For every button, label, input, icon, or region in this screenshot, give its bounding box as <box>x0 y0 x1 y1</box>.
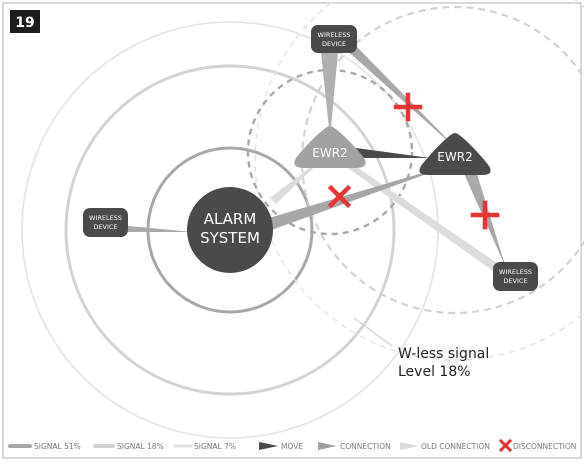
annotation-line2: Level 18% <box>398 364 471 380</box>
wireless-device-left <box>83 208 128 237</box>
device-right-label-line2: DEVICE <box>503 277 527 285</box>
ewr2-new-label: EWR2 <box>437 150 472 164</box>
legend-disconnection-swatch <box>498 438 513 453</box>
disconnection-mark-right <box>470 200 500 230</box>
old-connection-ewr2-to-device-right <box>325 152 510 280</box>
ewr2-new-signal-7-circle <box>254 0 584 361</box>
legend-connection-swatch <box>318 442 337 450</box>
legend-signal-18-label: SIGNAL 18% <box>117 442 164 451</box>
disconnection-mark-center <box>327 184 352 209</box>
alarm-system-label-line1: ALARM <box>204 210 257 228</box>
legend-old-connection-swatch <box>400 442 419 450</box>
device-top-label-line1: WIRELESS <box>318 31 351 39</box>
annotation-leader-line <box>353 317 393 347</box>
connection-device-top-to-ewr2 <box>342 44 460 152</box>
legend-disconnection-label: DISCONNECTION <box>513 442 576 451</box>
legend-signal-51-label: SIGNAL 51% <box>34 442 81 451</box>
device-right-label-line1: WIRELESS <box>499 268 532 276</box>
wireless-device-top <box>311 25 357 53</box>
legend-move-swatch <box>259 442 278 450</box>
ewr2-new-node <box>419 133 491 175</box>
connection-alarm-to-ewr2 <box>262 162 460 232</box>
alarm-signal-18-circle <box>64 64 396 396</box>
ewr2-old-label: EWR2 <box>312 146 347 160</box>
device-left-label-line2: DEVICE <box>93 223 117 231</box>
alarm-system-node <box>187 187 273 273</box>
figure-number-badge <box>10 10 40 33</box>
disconnection-mark-top <box>393 92 423 122</box>
legend-move-label: MOVE <box>281 442 303 451</box>
legend-connection-label: CONNECTION <box>340 442 391 451</box>
annotation-line1: W-less signal <box>398 346 489 362</box>
alarm-system-label-line2: SYSTEM <box>200 229 260 247</box>
figure-number: 19 <box>15 15 34 31</box>
legend-old-connection-label: OLD CONNECTION <box>421 442 490 451</box>
legend: SIGNAL 51% SIGNAL 18% SIGNAL 7% MOVE CON… <box>8 438 576 453</box>
legend-signal-7-label: SIGNAL 7% <box>194 442 236 451</box>
connection-device-top-to-ewr2-old <box>321 52 338 138</box>
device-top-label-line2: DEVICE <box>322 40 346 48</box>
device-left-label-line1: WIRELESS <box>89 214 122 222</box>
ewr2-old-node <box>294 126 366 168</box>
move-arrow <box>356 148 430 158</box>
wireless-device-right <box>493 262 538 291</box>
